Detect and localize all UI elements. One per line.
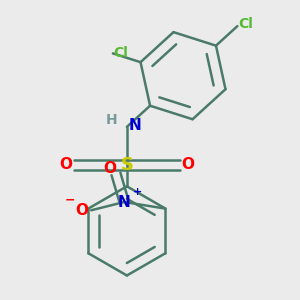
Text: Cl: Cl <box>114 46 129 60</box>
Text: N: N <box>118 194 130 209</box>
Text: N: N <box>129 118 142 133</box>
Text: O: O <box>182 158 194 172</box>
Text: S: S <box>120 156 134 174</box>
Text: H: H <box>106 113 118 127</box>
Text: O: O <box>103 161 116 176</box>
Text: +: + <box>133 187 142 197</box>
Text: Cl: Cl <box>238 17 253 32</box>
Text: O: O <box>75 203 88 218</box>
Text: −: − <box>64 194 75 207</box>
Text: O: O <box>59 158 72 172</box>
